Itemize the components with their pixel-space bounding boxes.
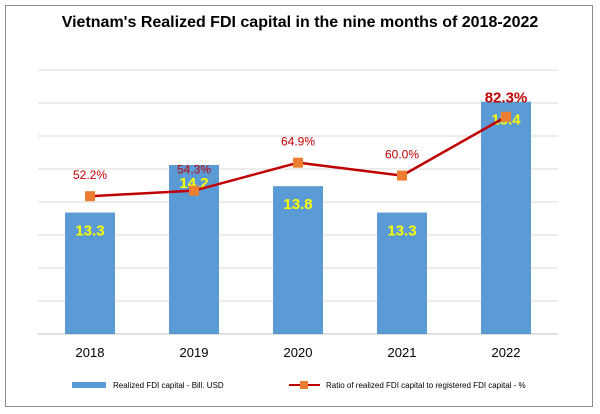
ratio-label-2022: 82.3% [485,90,528,107]
line-data-labels: 52.2% 54.3% 64.9% 60.0% 82.3% [73,90,527,182]
x-axis-ticks: 2018 2019 2020 2021 2022 [76,345,521,360]
legend-bar-label: Realized FDI capital - Bill. USD [113,381,224,390]
ratio-label-2020: 64.9% [281,135,315,149]
bar-data-labels: 13.314.213.813.315.4 [75,112,521,240]
bar-label-2021: 13.3 [387,223,416,240]
ratio-marker-2020 [293,157,303,168]
x-tick-2019: 2019 [180,345,209,360]
bar-label-2018: 13.3 [75,223,104,240]
line-series [89,115,507,198]
legend: Realized FDI capital - Bill. USD Ratio o… [72,381,526,390]
ratio-label-2021: 60.0% [385,148,419,162]
ratio-line [89,115,507,198]
bar-2018 [65,212,115,334]
legend-bar-swatch [72,382,106,388]
ratio-label-2018: 52.2% [73,168,107,182]
ratio-marker-2022 [501,111,511,122]
bar-2020 [273,186,323,334]
bar-2022 [481,101,531,335]
x-tick-2020: 2020 [284,345,313,360]
ratio-marker-2021 [397,170,407,181]
x-tick-2018: 2018 [76,345,105,360]
x-tick-2021: 2021 [388,345,417,360]
legend-line-label: Ratio of realized FDI capital to registe… [326,381,526,390]
legend-marker-swatch [300,381,308,389]
bar-label-2020: 13.8 [283,196,312,213]
ratio-marker-2018 [85,191,95,202]
chart-title: Vietnam's Realized FDI capital in the ni… [62,14,539,31]
ratio-label-2019: 54.3% [177,163,211,177]
line-markers [85,111,511,202]
bar-2021 [377,212,427,334]
x-tick-2022: 2022 [492,345,521,360]
ratio-marker-2019 [189,185,199,196]
